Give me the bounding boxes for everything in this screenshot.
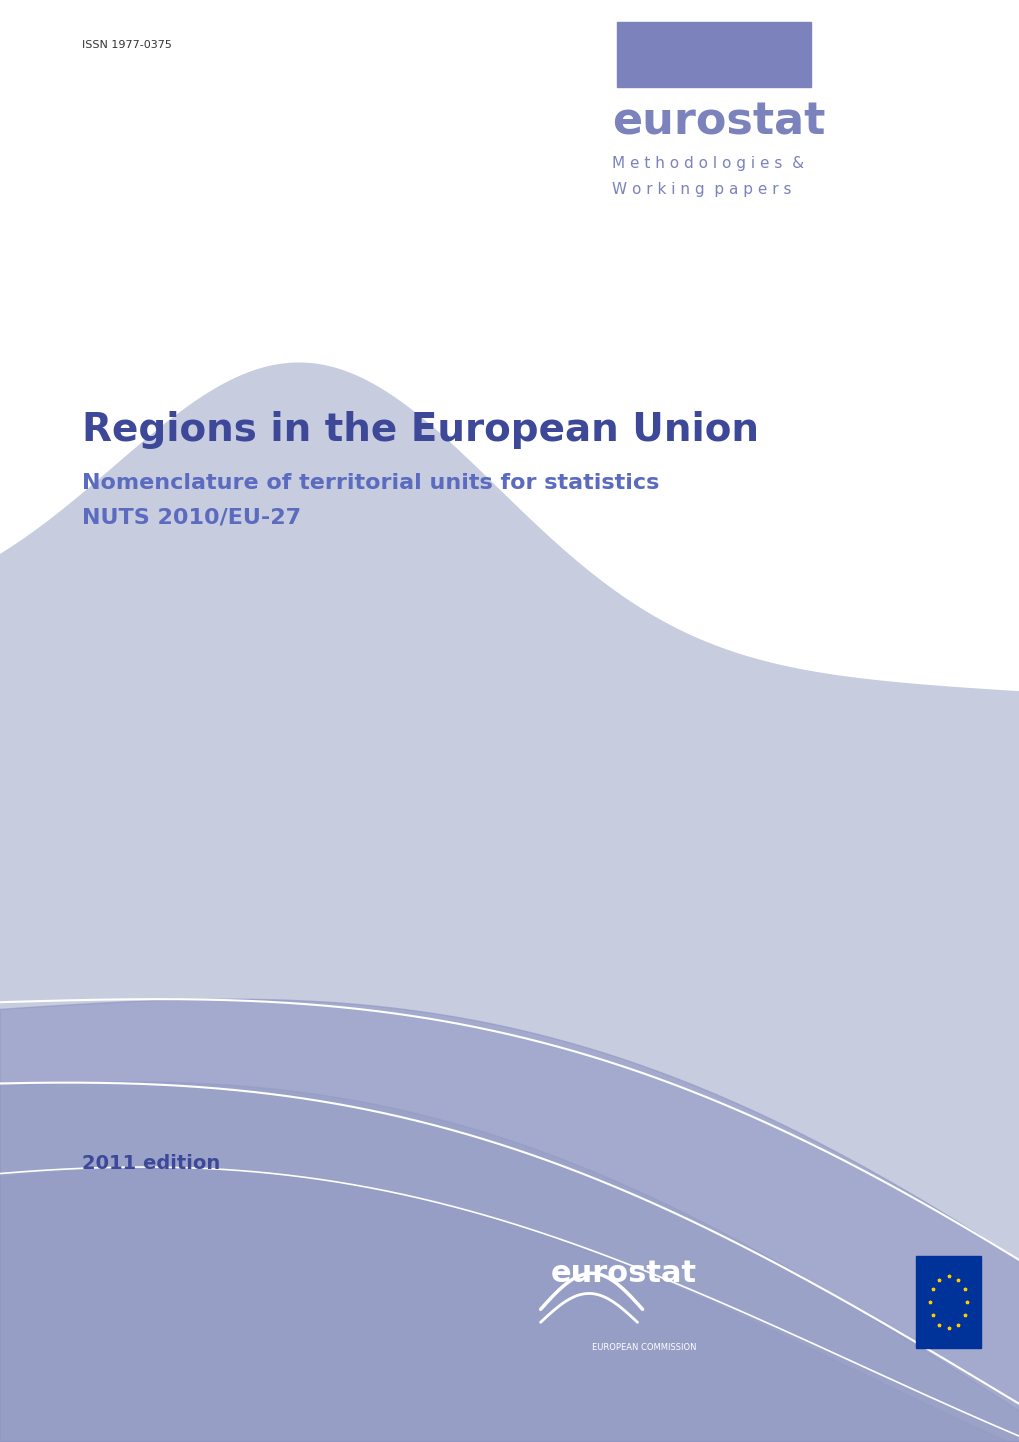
- Text: W o r k i n g  p a p e r s: W o r k i n g p a p e r s: [611, 182, 791, 196]
- Text: 2011 edition: 2011 edition: [82, 1154, 220, 1172]
- Polygon shape: [0, 1168, 1019, 1442]
- Text: Regions in the European Union: Regions in the European Union: [82, 411, 758, 448]
- Polygon shape: [0, 363, 1019, 1442]
- Bar: [616, 22, 810, 87]
- Text: NUTS 2010/EU-27: NUTS 2010/EU-27: [82, 508, 301, 528]
- Polygon shape: [0, 1082, 1019, 1442]
- Text: ISSN 1977-0375: ISSN 1977-0375: [82, 40, 171, 50]
- Text: EUROPEAN COMMISSION: EUROPEAN COMMISSION: [591, 1343, 695, 1351]
- Text: eurostat: eurostat: [550, 1259, 696, 1288]
- Text: Nomenclature of territorial units for statistics: Nomenclature of territorial units for st…: [82, 473, 658, 493]
- Polygon shape: [0, 999, 1019, 1442]
- Text: eurostat: eurostat: [611, 101, 824, 144]
- Bar: [915, 1256, 980, 1348]
- Text: M e t h o d o l o g i e s  &: M e t h o d o l o g i e s &: [611, 156, 803, 170]
